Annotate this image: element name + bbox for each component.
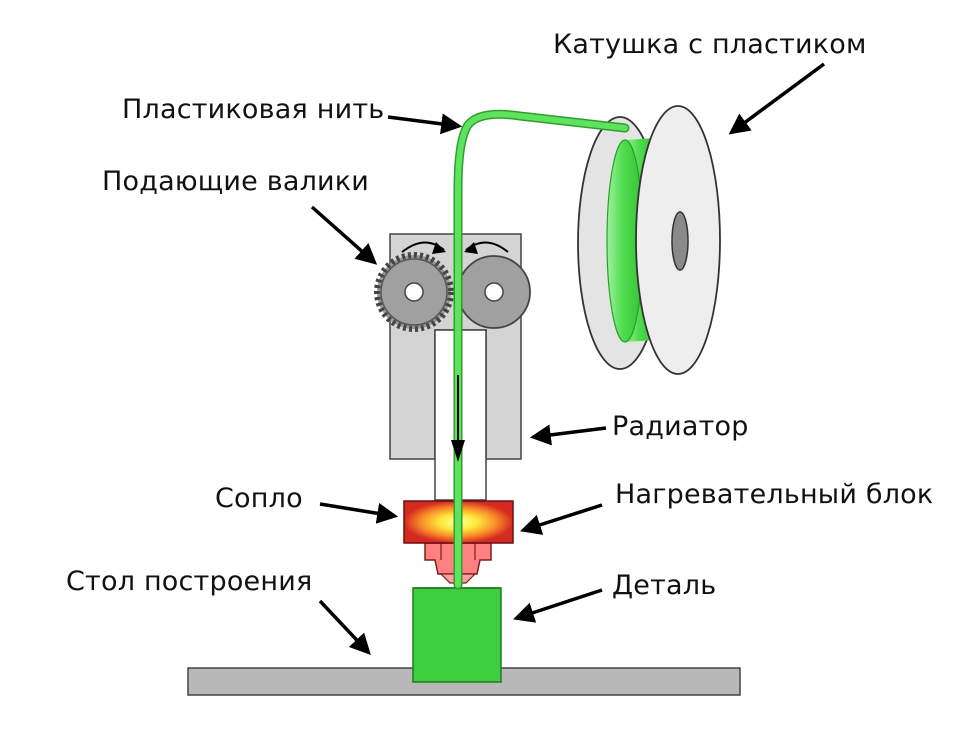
arrow-spool: [728, 62, 826, 135]
arrow-build-table: [318, 599, 371, 656]
label-build-table: Стол построения: [66, 566, 313, 597]
label-part: Деталь: [612, 570, 717, 601]
arrow-nozzle: [319, 502, 399, 524]
label-nozzle: Сопло: [215, 483, 303, 514]
printed-part: [412, 587, 502, 683]
label-radiator: Радиатор: [612, 411, 749, 442]
arrow-filament: [387, 113, 463, 135]
label-feed-rollers: Подающие валики: [102, 166, 370, 197]
roller-direction-arrows: [401, 241, 509, 254]
leader-arrows: [310, 62, 826, 656]
feed-roller-left: [374, 252, 454, 332]
arrow-part: [513, 588, 603, 623]
arrow-heater-block: [520, 503, 603, 535]
label-heater-block: Нагревательный блок: [615, 479, 934, 510]
filament: [453, 109, 630, 590]
label-spool: Катушка с пластиком: [553, 29, 867, 60]
feed-roller-right: [457, 255, 531, 329]
arrow-feed-rollers: [310, 205, 378, 265]
arrow-radiator: [529, 424, 607, 446]
label-filament: Пластиковая нить: [122, 94, 385, 125]
spool: [577, 105, 721, 375]
flow-arrow: [451, 375, 465, 462]
